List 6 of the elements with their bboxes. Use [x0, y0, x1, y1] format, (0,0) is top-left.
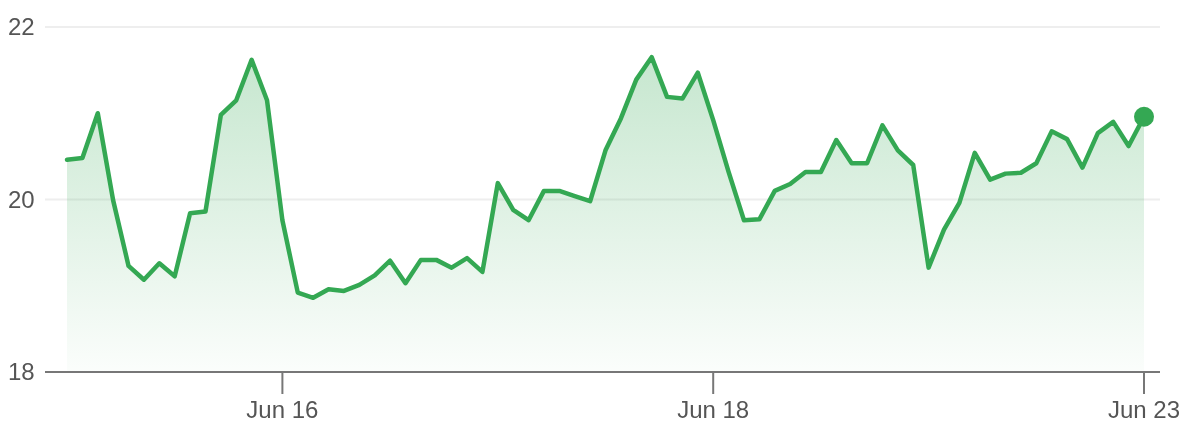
- y-tick-label: 20: [8, 185, 35, 213]
- x-tick-label: Jun 23: [1107, 396, 1181, 423]
- y-tick-label: 22: [8, 13, 35, 41]
- x-tick-label: Jun 16: [246, 396, 319, 423]
- x-tick-label: Jun 18: [677, 396, 750, 423]
- y-tick-label: 18: [8, 358, 35, 386]
